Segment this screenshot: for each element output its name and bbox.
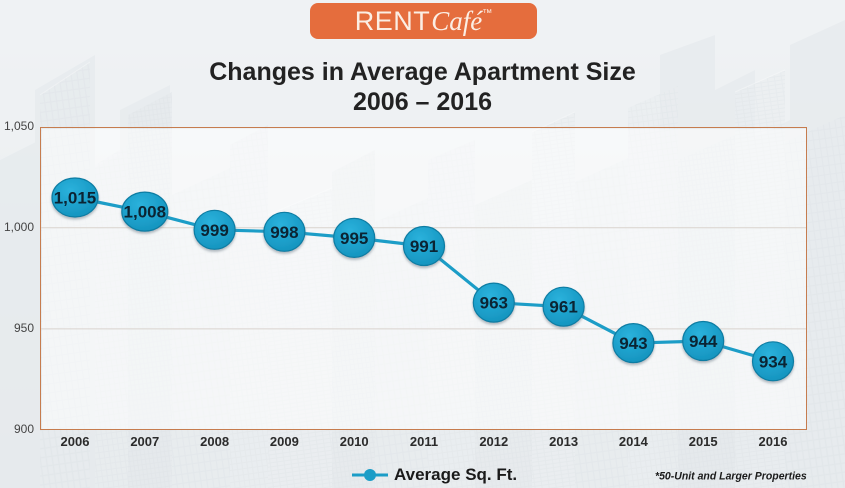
svg-text:991: 991 (410, 237, 438, 256)
svg-text:961: 961 (549, 298, 577, 317)
svg-text:1,008: 1,008 (124, 203, 167, 222)
svg-text:944: 944 (689, 332, 718, 351)
svg-text:943: 943 (619, 334, 647, 353)
svg-text:934: 934 (759, 352, 788, 371)
svg-text:1,015: 1,015 (54, 189, 97, 208)
svg-text:998: 998 (270, 223, 298, 242)
svg-text:995: 995 (340, 229, 368, 248)
svg-text:999: 999 (200, 221, 228, 240)
svg-text:963: 963 (480, 294, 508, 313)
